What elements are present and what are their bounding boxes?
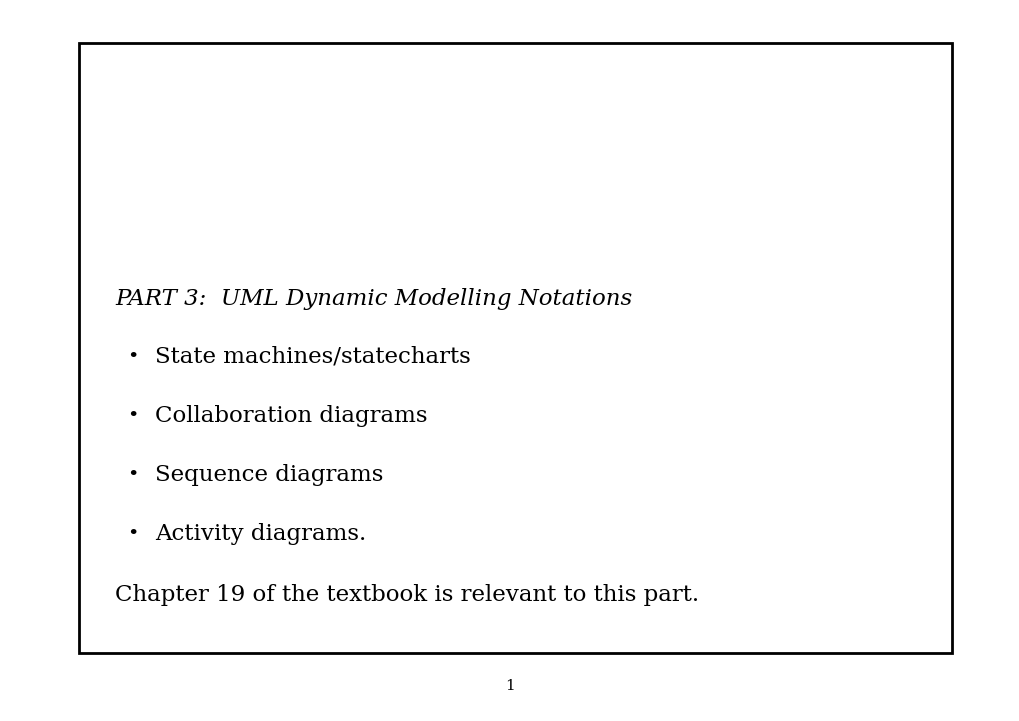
Text: •: • [126, 348, 139, 366]
Text: •: • [126, 466, 139, 484]
Text: State machines/statecharts: State machines/statecharts [155, 346, 471, 368]
Text: 1: 1 [504, 679, 515, 694]
Text: •: • [126, 407, 139, 425]
Text: Collaboration diagrams: Collaboration diagrams [155, 405, 427, 427]
Bar [78, 43, 951, 653]
Text: •: • [126, 526, 139, 543]
Text: Activity diagrams.: Activity diagrams. [155, 523, 366, 545]
Text: Chapter 19 of the textbook is relevant to this part.: Chapter 19 of the textbook is relevant t… [115, 584, 699, 606]
Text: PART 3:  UML Dynamic Modelling Notations: PART 3: UML Dynamic Modelling Notations [115, 288, 632, 310]
Text: Sequence diagrams: Sequence diagrams [155, 464, 383, 486]
